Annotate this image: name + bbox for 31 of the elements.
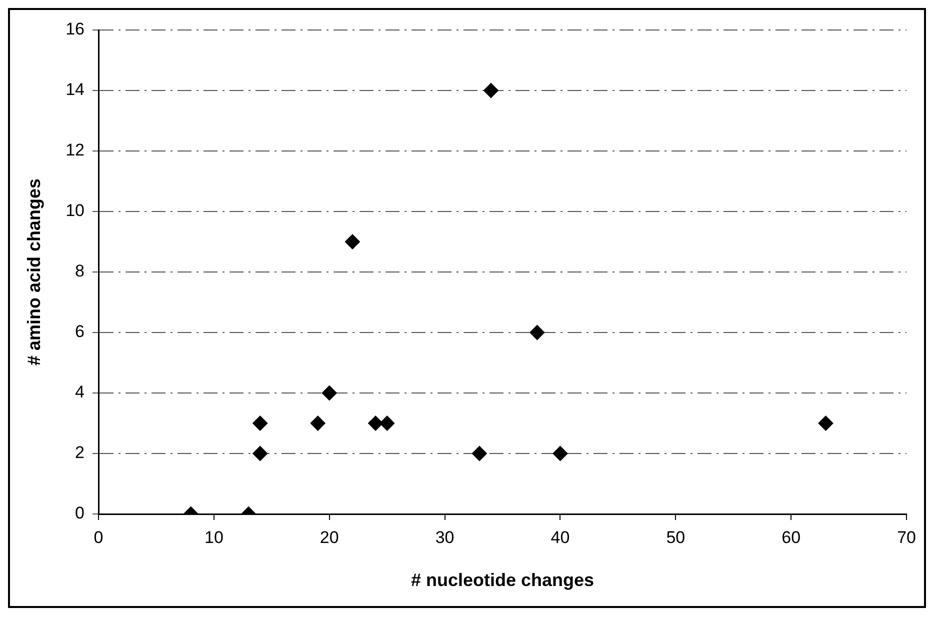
- point: [344, 234, 360, 250]
- y-tick-label: 4: [75, 382, 85, 402]
- x-tick-label: 50: [666, 528, 686, 547]
- x-tick-label: 60: [782, 528, 801, 547]
- y-tick-label: 12: [66, 140, 85, 160]
- x-tick-label: 20: [320, 528, 339, 547]
- y-tick-label: 16: [66, 20, 85, 39]
- x-axis-title: # nucleotide changes: [410, 570, 594, 590]
- y-axis-title: # amino acid changes: [24, 178, 44, 366]
- point: [380, 416, 395, 431]
- point: [472, 446, 487, 461]
- point: [483, 83, 498, 98]
- x-tick-label: 0: [94, 528, 104, 547]
- y-tick-label: 8: [75, 262, 85, 281]
- point: [818, 416, 834, 431]
- x-tick-label: 70: [897, 528, 916, 547]
- y-tick-label: 0: [75, 504, 85, 523]
- y-tick-label: 6: [75, 322, 85, 342]
- point: [252, 416, 268, 431]
- y-tick-label: 10: [66, 201, 85, 220]
- point: [368, 416, 384, 431]
- y-tick-label: 14: [66, 80, 85, 100]
- y-tick-label: 2: [75, 443, 85, 462]
- point: [252, 446, 268, 461]
- x-tick-label: 30: [435, 528, 454, 547]
- x-tick-label: 40: [550, 528, 570, 547]
- point: [552, 446, 568, 461]
- point: [310, 416, 326, 431]
- point: [322, 386, 337, 400]
- x-tick-label: 10: [204, 528, 224, 547]
- point: [530, 325, 545, 340]
